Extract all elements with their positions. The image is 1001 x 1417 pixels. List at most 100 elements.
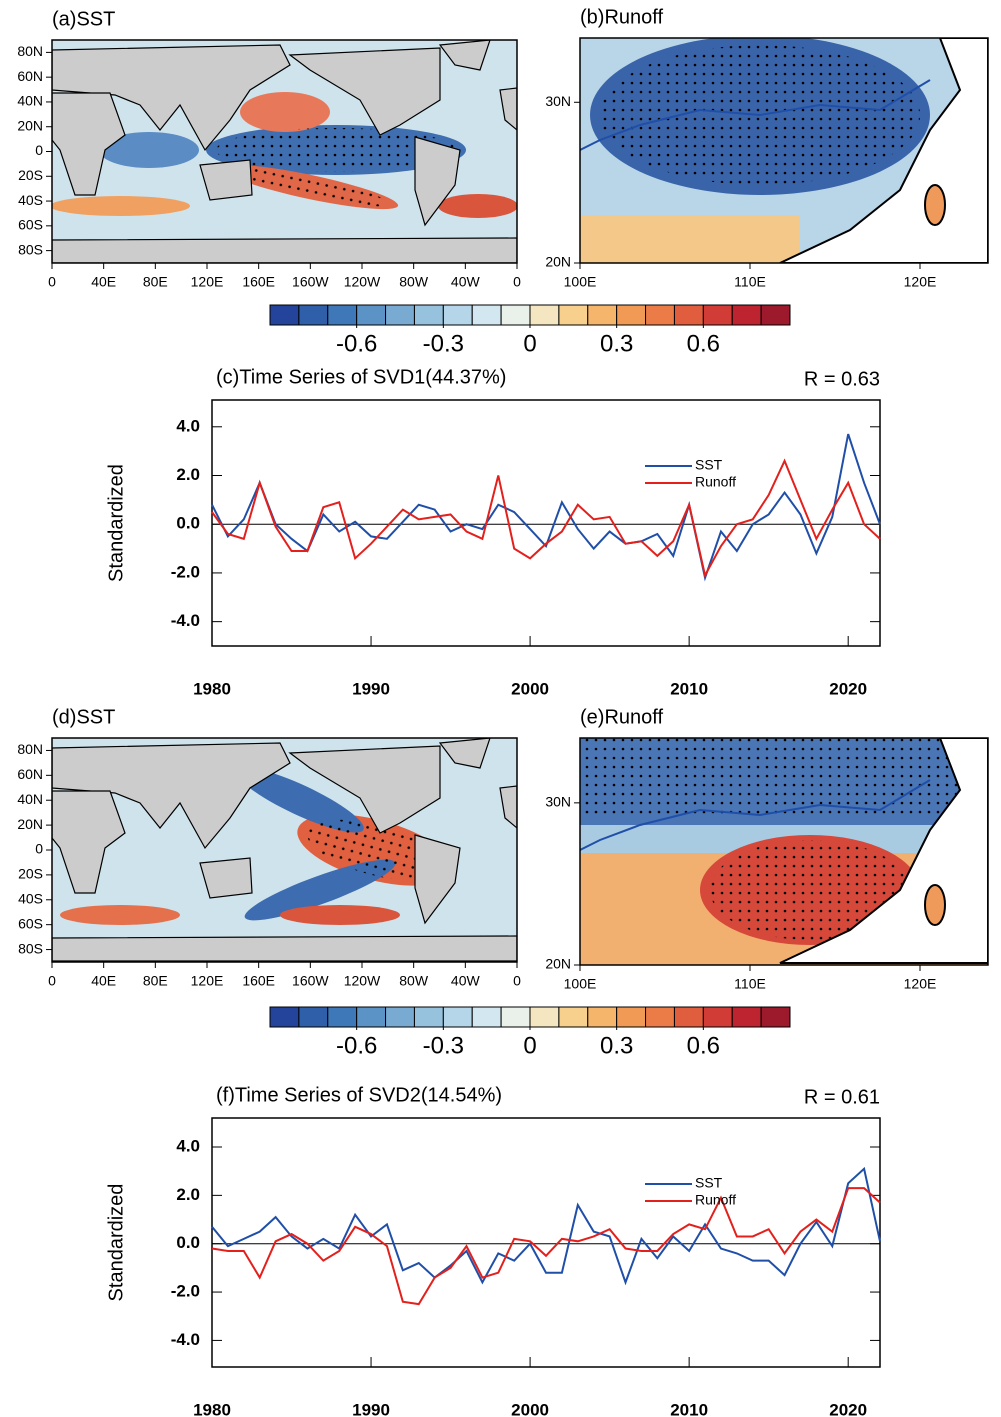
colorbar-label: 0 <box>523 1032 536 1059</box>
map-b-field <box>580 38 988 263</box>
y-tick-label: 20S <box>18 866 43 882</box>
color-box <box>529 304 560 326</box>
color-box <box>442 304 473 326</box>
color-box <box>327 1006 358 1028</box>
color-box <box>616 304 647 326</box>
y-tick-label: 80N <box>17 741 43 757</box>
color-box <box>587 1006 618 1028</box>
x-tick-label: 2020 <box>829 1400 867 1417</box>
y-tick-label: 60S <box>18 915 43 931</box>
x-tick-label: 40W <box>451 973 481 989</box>
x-tick-label: 2000 <box>511 1400 549 1417</box>
color-box <box>356 1006 387 1028</box>
colorbar-label: -0.3 <box>423 330 464 357</box>
y-tick-label: 60N <box>17 766 43 782</box>
y-tick-label: 20N <box>545 254 571 270</box>
y-tick-label: 0.0 <box>176 514 200 533</box>
colorbar-label: 0.6 <box>687 330 720 357</box>
color-box <box>471 304 502 326</box>
plot-frame <box>211 1117 881 1368</box>
colorbar-label: 0.3 <box>600 1032 633 1059</box>
x-tick-label: 40W <box>451 274 481 290</box>
map-a-field <box>52 40 517 263</box>
color-box <box>269 1006 300 1028</box>
x-tick-label: 2010 <box>670 679 708 698</box>
y-tick-label: 40S <box>18 192 43 208</box>
color-box <box>529 1006 560 1028</box>
colorbar-label: 0 <box>523 330 536 357</box>
color-box <box>413 1006 444 1028</box>
x-tick-label: 120W <box>344 973 381 989</box>
color-box <box>385 1006 415 1028</box>
x-tick-label: 120W <box>344 274 381 290</box>
panel-title: (b)Runoff <box>580 6 663 28</box>
legend-label: Runoff <box>695 474 736 490</box>
x-tick-label: 110E <box>734 976 766 992</box>
x-tick-label: 1990 <box>352 679 390 698</box>
y-tick-label: 40S <box>18 890 43 906</box>
colorbar-label: -0.6 <box>336 1032 377 1059</box>
color-box <box>673 304 704 326</box>
series-line <box>211 1166 881 1286</box>
color-box <box>731 304 762 326</box>
x-tick-label: 2020 <box>829 679 867 698</box>
x-tick-label: 40E <box>91 973 116 989</box>
y-tick-label: 20N <box>17 816 43 832</box>
y-tick-label: 2.0 <box>176 465 200 484</box>
y-axis-label: Standardized <box>105 1184 127 1302</box>
x-tick-label: 40E <box>91 274 116 290</box>
x-tick-label: 1980 <box>193 1400 231 1417</box>
panel-title: (e)Runoff <box>580 706 663 728</box>
color-box <box>500 1006 531 1028</box>
y-tick-label: 60S <box>18 217 43 233</box>
y-tick-label: 0 <box>35 142 43 158</box>
map-e-field <box>580 738 988 965</box>
x-tick-label: 160W <box>292 973 329 989</box>
colorbar-label: -0.3 <box>423 1032 464 1059</box>
color-box <box>385 304 415 326</box>
y-tick-label: -2.0 <box>171 562 200 581</box>
y-tick-label: 4.0 <box>176 416 200 435</box>
y-tick-label: 80N <box>17 43 43 59</box>
y-tick-label: 20N <box>545 956 571 972</box>
color-box <box>500 304 531 326</box>
panel-title: (a)SST <box>52 8 115 30</box>
y-tick-label: 80S <box>18 940 43 956</box>
color-box <box>356 304 387 326</box>
x-tick-label: 100E <box>564 274 597 290</box>
color-box <box>298 1006 329 1028</box>
panel-title: (d)SST <box>52 706 115 728</box>
y-tick-label: 0 <box>35 841 43 857</box>
map-frame <box>579 737 989 966</box>
x-tick-label: 160W <box>292 274 329 290</box>
y-tick-label: 2.0 <box>176 1185 200 1204</box>
map-frame <box>579 37 989 264</box>
x-tick-label: 160E <box>242 274 275 290</box>
color-box <box>558 304 589 326</box>
color-box <box>645 304 675 326</box>
x-tick-label: 2000 <box>511 679 549 698</box>
color-box <box>587 304 618 326</box>
y-tick-label: 80S <box>18 241 43 257</box>
x-tick-label: 110E <box>734 274 766 290</box>
y-tick-label: 20N <box>17 117 43 133</box>
color-box <box>442 1006 473 1028</box>
color-box <box>616 1006 647 1028</box>
color-box <box>702 304 733 326</box>
color-box <box>673 1006 704 1028</box>
x-tick-label: 0 <box>48 274 56 290</box>
annotation: R = 0.63 <box>804 368 880 390</box>
y-tick-label: 40N <box>17 791 43 807</box>
y-tick-label: -2.0 <box>171 1282 200 1301</box>
color-box <box>327 304 358 326</box>
color-box <box>702 1006 733 1028</box>
color-box <box>645 1006 675 1028</box>
x-tick-label: 80E <box>143 274 168 290</box>
series-line <box>211 1187 881 1306</box>
y-tick-label: -4.0 <box>171 1330 200 1349</box>
series-line <box>211 458 881 579</box>
series-line <box>211 433 881 582</box>
y-tick-label: 20S <box>18 167 43 183</box>
y-tick-label: 30N <box>545 93 571 109</box>
x-tick-label: 120E <box>904 976 937 992</box>
